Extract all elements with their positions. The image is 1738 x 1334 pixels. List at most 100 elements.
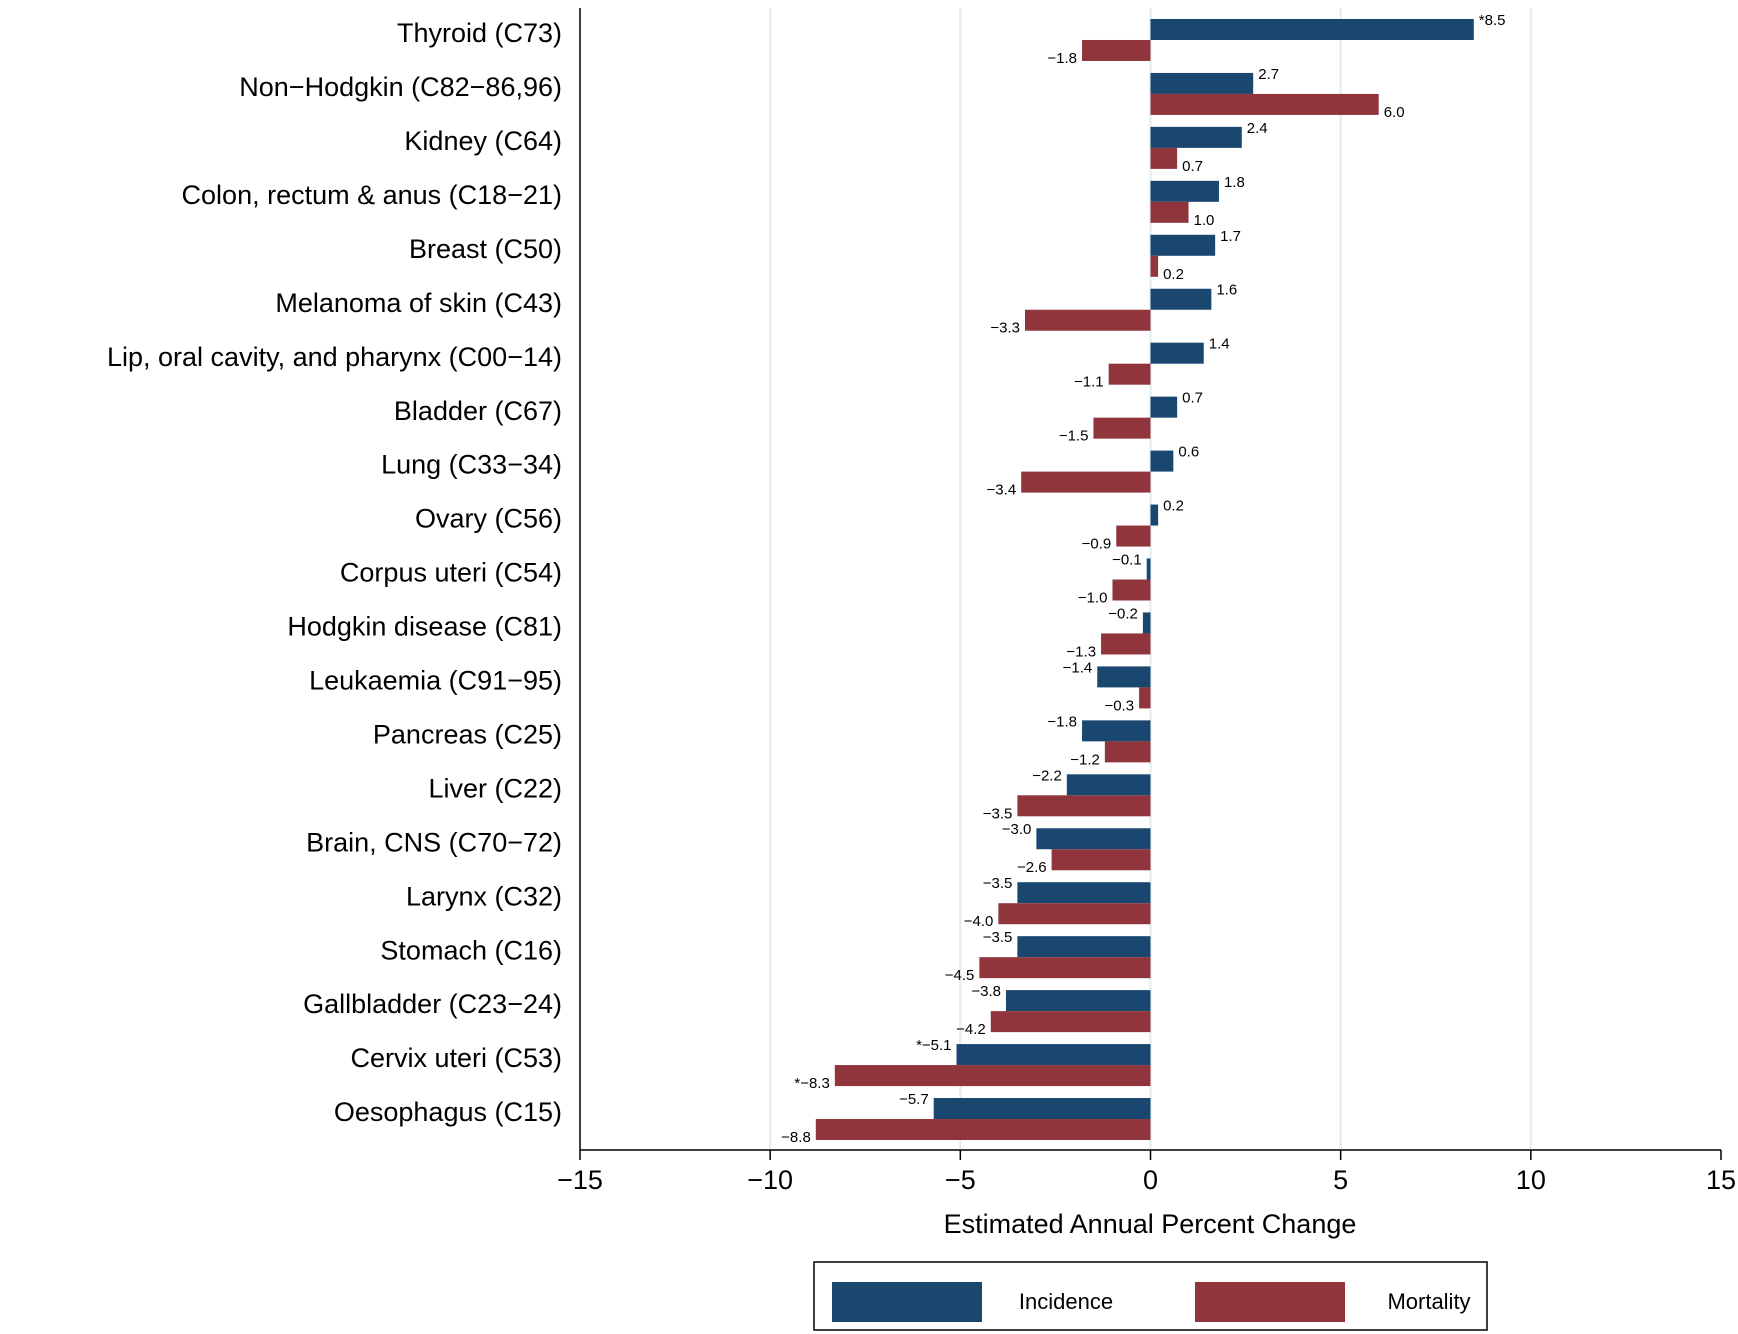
value-label: 1.4: [1209, 336, 1230, 353]
value-label: −0.9: [1082, 536, 1112, 553]
bar: [834, 1065, 1151, 1087]
y-tick-label: Stomach (C16): [380, 935, 562, 965]
bar: [1139, 687, 1151, 709]
value-label: −2.6: [1017, 859, 1047, 876]
value-label: −1.1: [1074, 374, 1104, 391]
bar: [1021, 471, 1151, 493]
legend-label: Incidence: [1019, 1289, 1113, 1314]
bar: [1104, 741, 1151, 763]
bar: [1150, 342, 1204, 364]
y-tick-label: Non−Hodgkin (C82−86,96): [239, 72, 562, 102]
bar: [1108, 363, 1151, 385]
value-label: 0.7: [1182, 158, 1203, 175]
value-label: *8.5: [1479, 12, 1506, 29]
value-label: −8.8: [781, 1129, 811, 1146]
bar: [1142, 612, 1151, 634]
bar: [815, 1119, 1151, 1141]
value-label: −1.8: [1047, 50, 1077, 67]
bar: [1150, 126, 1242, 148]
bar: [1017, 936, 1151, 958]
value-label: −3.0: [1002, 821, 1032, 838]
value-label: −4.5: [945, 967, 975, 984]
bar: [1051, 849, 1151, 871]
value-label: −0.1: [1112, 551, 1142, 568]
x-tick-label: −15: [557, 1165, 603, 1195]
x-tick-label: 5: [1333, 1165, 1348, 1195]
value-label: 6.0: [1384, 104, 1405, 121]
bar: [1146, 558, 1151, 580]
value-label: 0.7: [1182, 390, 1203, 407]
y-tick-label: Pancreas (C25): [373, 719, 562, 749]
y-tick-label: Hodgkin disease (C81): [287, 612, 562, 642]
bar: [1017, 882, 1151, 904]
value-label: −0.3: [1104, 697, 1134, 714]
bar: [1097, 666, 1151, 688]
y-tick-label: Corpus uteri (C54): [340, 558, 562, 588]
bar: [1082, 720, 1151, 742]
value-label: −3.5: [983, 805, 1013, 822]
y-tick-label: Breast (C50): [409, 234, 562, 264]
y-tick-label: Gallbladder (C23−24): [303, 989, 562, 1019]
bar: [956, 1044, 1151, 1066]
value-label: −4.0: [964, 913, 994, 930]
value-label: −1.8: [1047, 713, 1077, 730]
value-label: 1.6: [1216, 282, 1237, 299]
value-label: *−8.3: [794, 1075, 829, 1092]
y-tick-label: Brain, CNS (C70−72): [306, 827, 562, 857]
bar: [1150, 450, 1174, 472]
bar: [1017, 795, 1151, 817]
value-label: 0.2: [1163, 266, 1184, 283]
y-tick-label: Liver (C22): [428, 773, 562, 803]
bar: [1150, 72, 1254, 94]
value-label: −1.3: [1066, 643, 1096, 660]
x-tick-label: −5: [945, 1165, 976, 1195]
bar: [1150, 288, 1212, 310]
value-label: −1.5: [1059, 428, 1089, 445]
bar: [1150, 180, 1219, 202]
value-label: −3.3: [990, 320, 1020, 337]
value-label: −3.5: [983, 875, 1013, 892]
value-label: 2.4: [1247, 120, 1268, 137]
value-label: −1.4: [1063, 659, 1093, 676]
y-tick-label: Bladder (C67): [394, 396, 562, 426]
value-label: −1.0: [1078, 589, 1108, 606]
value-label: *−5.1: [916, 1037, 951, 1054]
value-label: 2.7: [1258, 66, 1279, 83]
bar: [998, 903, 1151, 925]
y-tick-label: Thyroid (C73): [397, 18, 562, 48]
value-label: −0.2: [1108, 605, 1138, 622]
value-label: −4.2: [956, 1021, 986, 1038]
value-label: 1.7: [1220, 228, 1241, 245]
legend-box: [813, 1261, 1488, 1331]
value-label: 1.8: [1224, 174, 1245, 191]
y-tick-label: Colon, rectum & anus (C18−21): [182, 180, 562, 210]
legend-swatch: [1195, 1282, 1345, 1322]
y-tick-label: Larynx (C32): [406, 881, 562, 911]
y-tick-label: Lung (C33−34): [381, 450, 562, 480]
bar: [1093, 417, 1151, 439]
bar: [1005, 990, 1151, 1012]
y-tick-label: Cervix uteri (C53): [350, 1043, 562, 1073]
value-label: −3.5: [983, 929, 1013, 946]
bar: [1101, 633, 1151, 655]
y-tick-label: Leukaemia (C91−95): [309, 666, 562, 696]
value-label: 1.0: [1194, 212, 1215, 229]
bar: [990, 1011, 1151, 1033]
x-tick-label: 0: [1143, 1165, 1158, 1195]
x-tick-label: −10: [747, 1165, 793, 1195]
y-tick-label: Melanoma of skin (C43): [275, 288, 562, 318]
bar: [1150, 504, 1159, 526]
bar: [1150, 18, 1474, 40]
value-label: −1.2: [1070, 751, 1100, 768]
x-tick-label: 10: [1516, 1165, 1546, 1195]
bar: [1116, 525, 1151, 547]
value-label: −3.8: [971, 983, 1001, 1000]
legend-label: Mortality: [1387, 1289, 1470, 1314]
x-axis-label: Estimated Annual Percent Change: [944, 1209, 1357, 1239]
bar: [1024, 309, 1151, 331]
y-tick-label: Ovary (C56): [415, 504, 562, 534]
bar: [1150, 93, 1379, 115]
bar: [1112, 579, 1151, 601]
x-tick-label: 15: [1706, 1165, 1736, 1195]
value-label: 0.6: [1178, 444, 1199, 461]
